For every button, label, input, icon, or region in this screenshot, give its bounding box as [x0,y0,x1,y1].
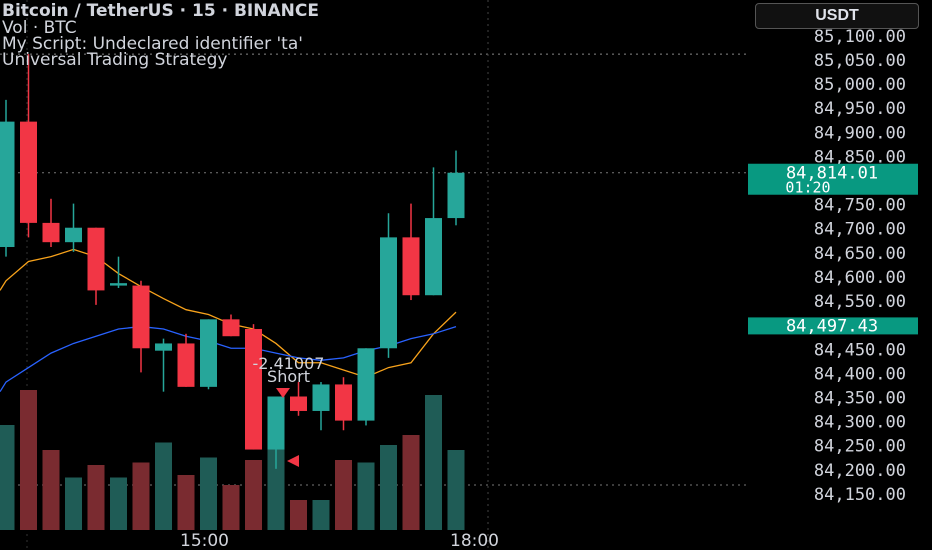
volume-bar [177,475,195,530]
candle-body [245,328,262,450]
candle-body [222,319,240,337]
y-tick-label: 84,900.00 [814,123,906,143]
volume-bar [447,450,465,530]
candle-body [425,218,442,296]
y-tick-label: 84,150.00 [814,485,906,505]
strategy-legend[interactable]: Universal Trading Strategy [2,50,228,70]
candle-body [402,237,420,296]
y-tick-label: 85,050.00 [814,51,906,71]
slow-moving-average-line [0,325,457,393]
x-tick-label: 15:00 [180,531,229,550]
volume-bar [245,460,262,530]
volume-bar [402,435,420,530]
candle-body [110,283,127,286]
script-error-legend[interactable]: My Script: Undeclared identifier 'ta' [2,34,303,54]
y-tick-label: 84,200.00 [814,461,906,481]
candle-countdown: 01:20 [785,179,830,197]
signal-side-label: Short [267,367,310,386]
symbol-title[interactable]: Bitcoin / TetherUS · 15 · BINANCE [2,1,319,21]
volume-bar [335,460,352,530]
volume-bar [357,462,375,530]
fast-moving-average-line [0,248,457,378]
volume-bar [222,485,240,530]
volume-bar [380,445,397,530]
y-tick-label: 84,650.00 [814,244,906,264]
current-price-tag [748,163,918,195]
x-tick-label: 18:00 [450,531,499,550]
y-tick-label: 84,850.00 [814,147,906,167]
volume-bar [87,465,105,530]
candle-body [87,227,105,291]
y-tick-label: 84,550.00 [814,292,906,312]
currency-selector[interactable]: USDT [755,3,919,29]
candle-body [132,285,150,349]
candle-body [65,227,82,243]
y-tick-label: 84,450.00 [814,340,906,360]
candle-body [335,384,352,421]
y-tick-label: 84,300.00 [814,413,906,433]
volume-bar [425,395,442,530]
volume-bar [42,450,60,530]
second-price-label: 84,497.43 [786,316,878,336]
volume-bar [155,442,172,530]
entry-marker-icon [287,455,299,467]
second-price-tag [748,317,918,335]
current-price-label: 84,814.01 [786,164,878,184]
y-tick-label: 84,250.00 [814,437,906,457]
y-tick-label: 84,750.00 [814,196,906,216]
volume-bar [0,425,15,530]
y-tick-label: 84,700.00 [814,220,906,240]
candle-body [155,343,172,351]
candle-body [380,237,397,349]
volume-bar [132,462,150,530]
volume-bar [312,500,330,530]
candle-body [312,384,330,411]
volume-bar [65,477,82,530]
candle-body [0,121,15,248]
candle-body [290,396,307,411]
y-tick-label: 84,600.00 [814,268,906,288]
volume-bar [110,477,127,530]
y-tick-label: 85,100.00 [814,27,906,47]
candle-body [447,172,465,219]
candle-body [42,222,60,243]
y-tick-label: 84,400.00 [814,364,906,384]
y-tick-label: 84,350.00 [814,388,906,408]
volume-bar [290,500,307,530]
y-tick-label: 85,000.00 [814,75,906,95]
signal-value-label: -2.41007 [253,354,325,373]
volume-legend[interactable]: Vol · BTC [2,18,77,38]
candle-body [267,396,285,450]
volume-bar [20,390,37,530]
candle-body [357,348,375,421]
candle-body [177,343,195,387]
candle-body [20,121,37,223]
y-tick-label: 84,950.00 [814,99,906,119]
short-arrow-icon [276,388,290,398]
volume-bar [200,457,217,530]
candle-body [200,319,217,387]
